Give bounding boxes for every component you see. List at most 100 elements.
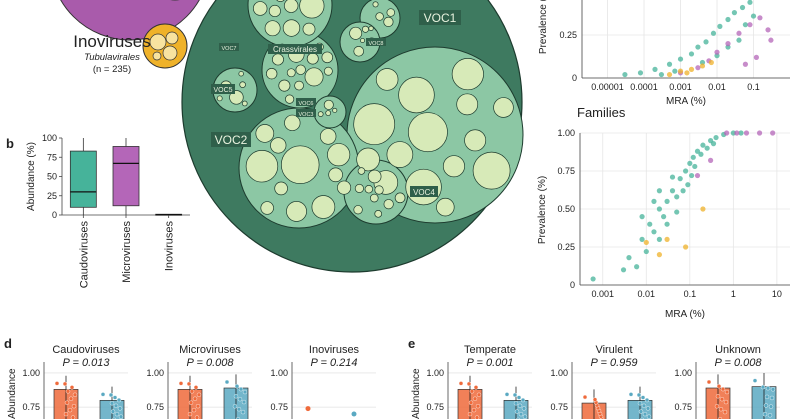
data-point (513, 401, 519, 406)
leaf-bubble (241, 100, 248, 107)
data-point (666, 61, 673, 67)
data-point (684, 70, 690, 76)
data-point (714, 404, 720, 409)
y-axis-label: Prevalence (%) (538, 0, 549, 54)
data-point (189, 389, 195, 394)
data-point (767, 413, 773, 418)
leaf-bubble (367, 169, 382, 184)
y-tick-label: 0.25 (557, 242, 575, 252)
inoviruses-label: Inoviruses (73, 32, 150, 51)
x-tick-label: 10 (772, 289, 782, 299)
leaf-bubble (323, 99, 334, 110)
data-point (644, 397, 650, 403)
data-point (677, 176, 683, 182)
data-point (100, 392, 106, 397)
data-point (765, 386, 771, 391)
data-point (664, 221, 670, 227)
y-tick-label: 0.75 (674, 402, 692, 412)
data-point (656, 252, 663, 258)
data-point (592, 397, 598, 402)
data-point (765, 27, 771, 33)
voc3-label: VOC3 (299, 112, 314, 118)
y-tick-label: 0.75 (557, 166, 575, 176)
data-point (674, 194, 680, 200)
leaf-bubble (311, 195, 336, 219)
x-tick-label: 0.01 (708, 82, 726, 92)
data-point (472, 396, 478, 401)
data-point (468, 400, 474, 405)
inoviruses-n: (n = 235) (93, 64, 131, 75)
data-point (677, 56, 684, 62)
y-tick-label: 25 (47, 191, 57, 201)
data-point (734, 130, 740, 136)
leaf-bubble (325, 110, 332, 116)
data-point (62, 381, 68, 387)
panel-d-letter: d (4, 336, 12, 351)
data-point (747, 22, 753, 28)
data-point (694, 172, 701, 179)
y-tick-label: 0.75 (270, 402, 288, 412)
data-point (242, 389, 248, 395)
data-point (234, 384, 240, 389)
leaf-bubble (268, 4, 281, 17)
data-point (738, 130, 744, 136)
data-point (664, 198, 670, 204)
leaf-bubble (304, 67, 324, 87)
y-tick-label: 0.75 (22, 402, 40, 412)
data-point (118, 414, 124, 419)
data-point (764, 394, 770, 400)
data-point (240, 409, 246, 415)
leaf-bubble (364, 185, 374, 194)
y-tick-label: 1.00 (550, 368, 568, 378)
group-title: Virulent (595, 344, 632, 356)
tubulavirales-label: Tubulavirales (84, 52, 140, 63)
voc-labels: VOC1 VOC2 VOC4 VOC5 VOC7 VOC6 VOC3 VOC8 … (211, 10, 461, 197)
voc4-label: VOC4 (413, 188, 435, 197)
data-point (65, 389, 71, 394)
leaf-bubble (375, 12, 384, 21)
leaf-bubble (239, 81, 246, 88)
data-point (685, 182, 691, 188)
chart-title: Families (577, 105, 626, 120)
inovirus-subbubble (149, 33, 167, 51)
leaf-bubble (372, 1, 379, 8)
data-point (638, 409, 644, 414)
data-point (720, 386, 726, 392)
data-point (192, 396, 198, 401)
leaf-bubble (374, 185, 384, 195)
y-tick-label: 0 (570, 280, 575, 290)
data-point (666, 71, 673, 78)
data-point (628, 392, 634, 397)
y-tick-label: 1.00 (22, 368, 40, 378)
data-point (640, 395, 646, 400)
group-p-value: P = 0.001 (467, 357, 514, 369)
data-point (512, 392, 518, 398)
leaf-bubble (302, 22, 316, 36)
leaf-bubble (276, 0, 285, 2)
leaf-bubble (442, 155, 465, 178)
y-tick-label: 0.50 (557, 204, 575, 214)
x-tick-label: 0.1 (684, 289, 697, 299)
leaf-bubble (294, 80, 304, 91)
leaf-bubble (386, 8, 396, 17)
data-point (707, 157, 714, 163)
data-point (706, 379, 712, 385)
leaf-bubble (321, 51, 334, 64)
data-point (689, 172, 695, 179)
data-point (67, 407, 73, 413)
data-point (68, 396, 74, 401)
data-point (715, 394, 721, 399)
group-p-value: P = 0.959 (591, 357, 638, 369)
leaf-bubble (295, 64, 306, 75)
leaf-bubble (271, 53, 284, 66)
data-point (656, 188, 663, 194)
inovirus-subbubble (162, 45, 178, 61)
data-point (620, 267, 627, 273)
leaf-bubble (353, 46, 364, 57)
inovirus-subbubble (152, 51, 162, 61)
data-point (699, 63, 706, 69)
leaf-bubble (368, 25, 374, 31)
data-point (692, 163, 698, 170)
data-point (742, 61, 749, 67)
data-point (725, 16, 731, 23)
